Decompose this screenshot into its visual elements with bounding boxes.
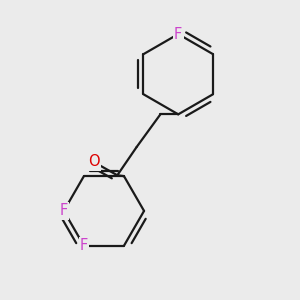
Text: O: O bbox=[88, 154, 99, 169]
Text: F: F bbox=[60, 203, 68, 218]
Text: F: F bbox=[80, 238, 88, 253]
Text: F: F bbox=[174, 27, 182, 42]
